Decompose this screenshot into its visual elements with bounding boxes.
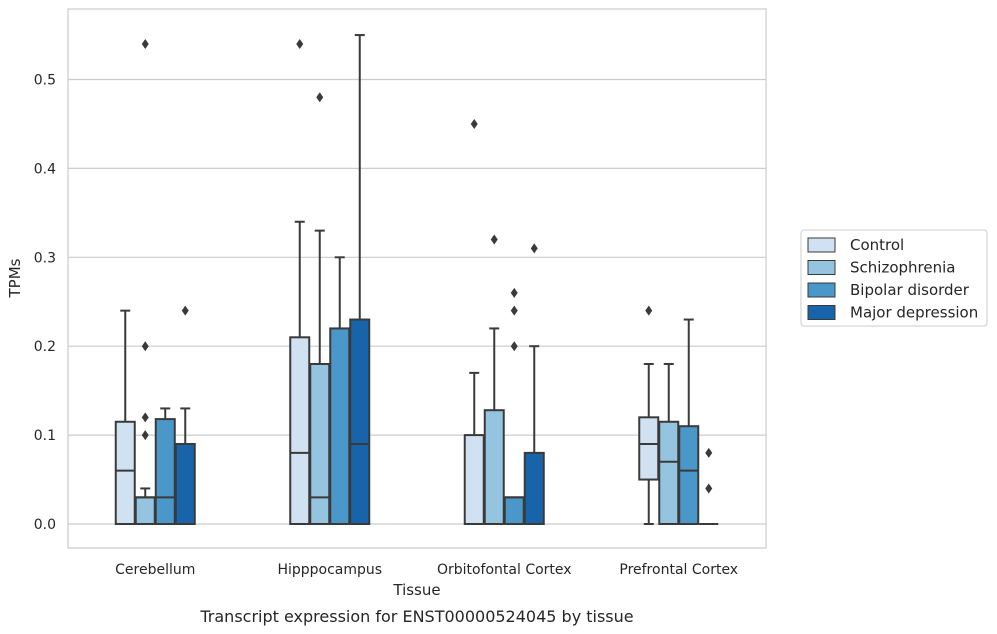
box-rect (154, 418, 176, 525)
outlier-point (645, 305, 653, 316)
outlier-point (510, 287, 518, 298)
legend-item-control: Control (807, 236, 904, 254)
box-rect (483, 409, 505, 526)
outlier-point (490, 234, 498, 245)
outlier-point (141, 341, 149, 352)
box-hipppocampus-schizophrenia (309, 92, 331, 526)
legend-label: Bipolar disorder (850, 281, 970, 299)
outlier-point (510, 341, 518, 352)
box-rect (658, 420, 680, 526)
y-tick-label: 0.4 (34, 161, 56, 177)
y-tick-label: 0.3 (34, 250, 56, 266)
legend-label: Control (850, 236, 904, 254)
x-axis-label: Tissue (392, 581, 440, 599)
x-tick-labels: Cerebellum Hipppocampus Orbitofontal Corte… (115, 562, 738, 578)
box-prefrontal-cortex-control (638, 305, 660, 525)
outlier-point (705, 483, 713, 494)
outlier-point (705, 447, 713, 458)
box-prefrontal-cortex-schizophrenia (658, 362, 680, 526)
box-cerebellum-control (114, 309, 136, 526)
x-tick-label: Cerebellum (115, 562, 195, 578)
y-tick-label: 0.2 (34, 339, 56, 355)
legend-label: Schizophrenia (850, 259, 955, 277)
box-rect (678, 425, 700, 525)
x-tick-label: Prefrontal Cortex (619, 562, 738, 578)
outlier-point (296, 38, 304, 49)
box-rect (174, 442, 196, 525)
box-rect (114, 420, 136, 526)
box-rect (289, 336, 311, 525)
boxes (114, 34, 719, 526)
outlier-point (470, 118, 478, 129)
legend-item-major-depression: Major depression (807, 304, 978, 322)
box-hipppocampus-major-depression (349, 34, 371, 525)
y-tick-label: 0.5 (34, 73, 56, 89)
box-hipppocampus-bipolar-disorder (329, 256, 351, 526)
box-cerebellum-major-depression (174, 305, 196, 525)
box-rect (134, 496, 156, 525)
legend-label: Major depression (850, 304, 978, 322)
box-orbitofontal-cortex-major-depression (523, 243, 545, 526)
box-orbitofontal-cortex-bipolar-disorder (503, 287, 525, 525)
box-orbitofontal-cortex-control (463, 118, 485, 526)
box-cerebellum-schizophrenia (134, 38, 156, 525)
y-tick-label: 0.1 (34, 428, 56, 444)
outlier-point (510, 305, 518, 316)
legend-frame (800, 229, 988, 327)
box-rect (503, 496, 525, 525)
y-tick-labels: 0.0 0.1 0.2 0.3 0.4 0.5 (34, 73, 56, 534)
box-prefrontal-cortex-bipolar-disorder (678, 318, 700, 525)
legend-swatch (807, 282, 836, 298)
outlier-point (141, 412, 149, 423)
legend: Control Schizophrenia Bipolar disorder Majo… (800, 229, 988, 327)
box-rect (349, 318, 371, 525)
legend-item-schizophrenia: Schizophrenia (807, 259, 955, 277)
plot-area-frame (67, 8, 767, 549)
legend-swatch (807, 260, 836, 275)
outlier-point (530, 243, 538, 254)
box-hipppocampus-control (289, 38, 311, 525)
outlier-point (141, 38, 149, 49)
box-cerebellum-bipolar-disorder (154, 407, 176, 525)
box-orbitofontal-cortex-schizophrenia (483, 234, 505, 526)
x-tick-label: Hipppocampus (277, 562, 382, 578)
legend-swatch (807, 305, 836, 320)
box-rect (523, 451, 545, 526)
x-tick-label: Orbitofontal Cortex (437, 562, 572, 578)
outlier-point (141, 430, 149, 441)
box-rect (309, 362, 331, 526)
outlier-point (316, 92, 324, 103)
box-prefrontal-cortex-major-depression (699, 447, 719, 525)
y-axis-label: TPMs (6, 258, 24, 298)
legend-item-bipolar-disorder: Bipolar disorder (807, 281, 970, 299)
legend-swatch (807, 237, 836, 253)
box-rect (638, 416, 660, 481)
box-rect (329, 327, 351, 526)
outlier-point (181, 305, 189, 316)
y-tick-label: 0.0 (34, 517, 56, 533)
chart-caption: Transcript expression for ENST0000052404… (199, 607, 633, 626)
box-rect (463, 434, 485, 526)
